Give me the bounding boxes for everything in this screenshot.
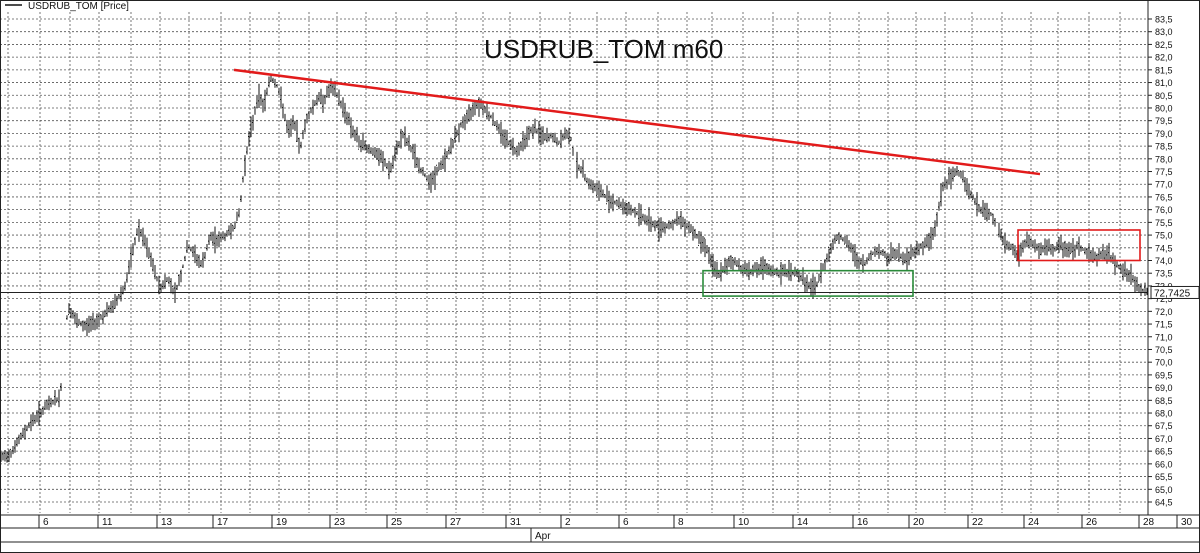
x-tick-label: 22 [972,517,984,528]
x-tick-label: 14 [797,517,809,528]
y-tick-label: 75,0 [1155,231,1173,241]
y-tick-label: 67,0 [1155,434,1173,444]
y-tick-label: 73,5 [1155,269,1173,279]
chart-title: USDRUB_TOM m60 [484,34,723,64]
support-range-box [702,269,914,297]
y-tick-label: 66,5 [1155,447,1173,457]
last-price-box [1150,285,1200,299]
y-tick-label: 78,0 [1155,154,1173,164]
y-axis: 83,5 83,0 82,5 82,0 81,5 81,0 80,5 80,0 79,5 79,0… [1148,15,1173,508]
x-tick-label: 17 [217,517,229,528]
y-tick-label: 74,5 [1155,243,1173,253]
y-tick-label: 71,5 [1155,320,1173,330]
y-tick-label: 65,0 [1155,485,1173,495]
annotations [233,68,1141,297]
x-month-label: Apr [535,531,551,542]
x-tick-label: 27 [450,517,462,528]
y-tick-label: 66,0 [1155,459,1173,469]
x-tick-label: 26 [1086,517,1098,528]
y-tick-label: 79,0 [1155,129,1173,139]
x-tick-label: 25 [391,517,403,528]
x-tick-label: 10 [738,517,750,528]
y-tick-label: 70,5 [1155,345,1173,355]
legend-label: USDRUB_TOM [Price] [28,1,129,12]
y-tick-label: 68,0 [1155,409,1173,419]
y-tick-label: 80,5 [1155,91,1173,101]
y-tick-label: 76,0 [1155,205,1173,215]
y-tick-label: 79,5 [1155,116,1173,126]
x-tick-label: 20 [913,517,925,528]
y-tick-label: 74,0 [1155,256,1173,266]
price-bars [0,74,1148,463]
y-tick-label: 80,0 [1155,103,1173,113]
y-tick-label: 72,0 [1155,307,1173,317]
x-tick-label: 28 [1143,517,1155,528]
x-tick-label: 13 [161,517,173,528]
y-tick-label: 77,5 [1155,167,1173,177]
y-tick-label: 75,5 [1155,218,1173,228]
x-tick-label: 19 [276,517,288,528]
y-tick-label: 81,0 [1155,78,1173,88]
x-tick-label: 23 [334,517,346,528]
y-tick-label: 81,5 [1155,65,1173,75]
y-tick-label: 83,0 [1155,27,1173,37]
y-tick-label: 83,5 [1155,15,1173,25]
x-tick-label: 8 [678,517,684,528]
y-tick-label: 65,5 [1155,472,1173,482]
y-tick-label: 69,0 [1155,383,1173,393]
y-tick-label: 82,0 [1155,53,1173,63]
y-tick-label: 71,0 [1155,332,1173,342]
y-tick-label: 76,5 [1155,192,1173,202]
x-tick-label: 2 [565,517,571,528]
last-price-marker: 72,7425 [1150,285,1200,299]
trend-line-resistance [233,68,1041,176]
y-tick-label: 77,0 [1155,180,1173,190]
last-price-label: 72,7425 [1154,288,1191,299]
y-tick-label: 69,5 [1155,370,1173,380]
y-tick-label: 82,5 [1155,40,1173,50]
x-tick-label: 24 [1028,517,1040,528]
x-tick-label: 31 [510,517,522,528]
y-tick-label: 70,0 [1155,358,1173,368]
x-tick-label: 16 [857,517,869,528]
y-tick-label: 67,5 [1155,421,1173,431]
x-tick-label: 11 [102,517,113,528]
y-tick-label: 78,5 [1155,142,1173,152]
x-tick-label: 6 [623,517,629,528]
y-tick-label: 68,5 [1155,396,1173,406]
y-tick-label: 64,5 [1155,498,1173,508]
y-tick-label: 72,5 [1155,294,1173,304]
legend: USDRUB_TOM [Price] [5,1,129,12]
x-axis: 6 11 13 17 19 23 25 27 31 2 6 8 10 14 16 20 22 24 26 28 30Ap… [38,515,1193,542]
x-tick-label: 6 [43,517,49,528]
x-tick-label: 30 [1181,517,1193,528]
consolidation-range-box [1017,229,1141,262]
